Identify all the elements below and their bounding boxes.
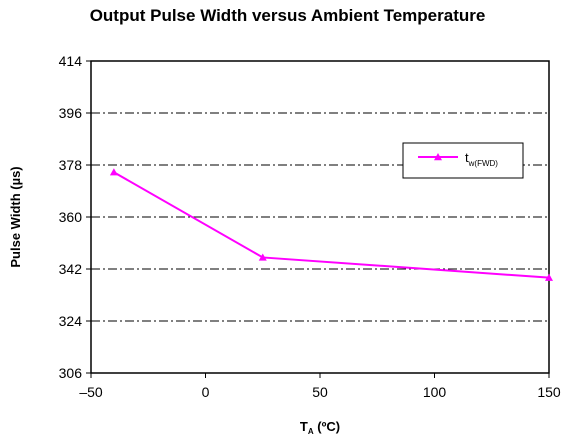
y-tick-label: 324: [59, 313, 83, 329]
series-layer: [109, 168, 553, 281]
x-axis-title-unit: (ºC): [314, 419, 340, 434]
y-tick-label: 360: [59, 209, 83, 225]
legend-label-main: t: [465, 150, 469, 165]
series-line: [113, 171, 550, 279]
x-tick-label: 100: [423, 384, 447, 400]
axis-ticks: 306 324 342 360 378 396 414 –50 0 50 100 150: [59, 53, 561, 400]
legend-box: [402, 142, 524, 179]
y-tick-label: 306: [59, 365, 83, 381]
y-tick-label: 414: [59, 53, 83, 69]
y-axis-title: Pulse Width (µs): [8, 166, 23, 267]
y-tick-label: 342: [59, 261, 83, 277]
data-point-marker: [109, 168, 118, 176]
chart-title: Output Pulse Width versus Ambient Temper…: [89, 6, 486, 25]
data-point-marker: [258, 253, 267, 261]
legend-marker: [434, 153, 442, 161]
x-tick-label: –50: [79, 384, 103, 400]
legend-label: tw(FWD): [465, 150, 498, 168]
legend: tw(FWD): [402, 142, 524, 179]
x-tick-label: 0: [202, 384, 210, 400]
x-axis-title: TA (ºC): [300, 419, 340, 436]
x-tick-label: 150: [537, 384, 561, 400]
x-axis-title-main: T: [300, 419, 308, 434]
y-tick-label: 396: [59, 105, 83, 121]
x-tick-label: 50: [312, 384, 328, 400]
data-point-marker: [545, 273, 553, 281]
y-tick-label: 378: [59, 157, 83, 173]
x-axis-title-sub: A: [308, 427, 314, 436]
legend-label-sub: w(FWD): [468, 159, 499, 168]
